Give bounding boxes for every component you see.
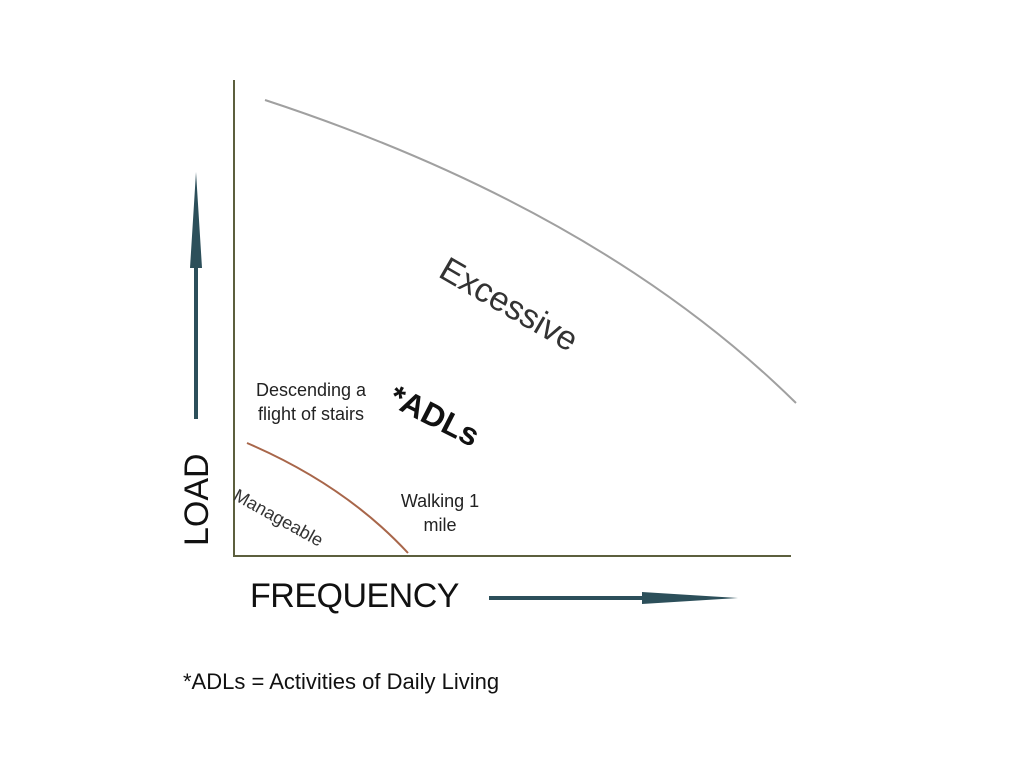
walking-activity-label: Walking 1 mile [400,491,480,535]
load-arrow [190,172,202,419]
x-axis-label: FREQUENCY [250,577,459,615]
manageable-curve [246,442,409,554]
excessive-curve [264,99,797,404]
footnote: *ADLs = Activities of Daily Living [183,669,500,694]
stairs-activity-label: Descending a flight of stairs [255,380,367,424]
frequency-arrow [489,592,738,604]
y-axis-label: LOAD [178,453,216,546]
